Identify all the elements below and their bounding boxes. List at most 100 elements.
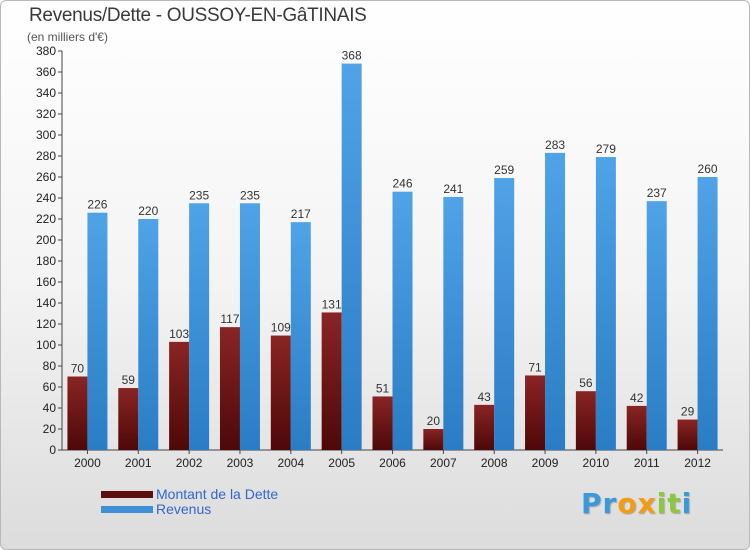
bar-debt	[169, 341, 190, 450]
y-tick-label: 80	[43, 359, 57, 373]
data-label-revenue: 260	[698, 162, 718, 176]
bar-revenue	[443, 196, 464, 450]
x-tick-label: 2007	[430, 456, 457, 470]
bar-revenue	[494, 178, 515, 451]
y-tick-label: 300	[36, 128, 56, 142]
bar-revenue	[341, 63, 362, 450]
data-label-revenue: 246	[392, 177, 412, 191]
data-label-debt: 109	[271, 321, 291, 335]
chart-subtitle: (en milliers d'€)	[27, 30, 108, 44]
y-tick-label: 180	[36, 254, 56, 268]
legend-label-revenue: Revenus	[156, 501, 212, 517]
y-tick-label: 380	[36, 44, 56, 58]
y-tick-label: 220	[36, 212, 56, 226]
data-label-debt: 71	[528, 360, 542, 374]
data-label-revenue: 241	[443, 182, 463, 196]
data-label-revenue: 235	[240, 188, 260, 202]
logo-letter: t	[667, 487, 682, 520]
logo-letter: o	[617, 487, 638, 520]
x-tick-label: 2009	[532, 456, 559, 470]
y-tick-label: 20	[43, 422, 57, 436]
y-tick-label: 320	[36, 107, 56, 121]
x-tick-label: 2001	[125, 456, 152, 470]
data-label-debt: 59	[122, 373, 136, 387]
y-tick-label: 260	[36, 170, 56, 184]
bar-debt	[474, 404, 495, 450]
y-tick-label: 360	[36, 65, 56, 79]
y-tick-label: 100	[36, 338, 56, 352]
data-label-revenue: 226	[87, 198, 107, 212]
data-label-debt: 29	[681, 405, 695, 419]
proxiti-logo: Proxiti	[581, 487, 692, 520]
bar-revenue	[239, 203, 260, 450]
x-tick-label: 2010	[583, 456, 610, 470]
logo-letter: i	[656, 487, 668, 520]
legend-swatch-revenue	[101, 506, 153, 513]
bar-revenue	[392, 191, 413, 450]
bar-debt	[677, 419, 698, 450]
y-tick-label: 280	[36, 149, 56, 163]
bar-debt	[219, 327, 240, 450]
data-label-revenue: 235	[189, 188, 209, 202]
data-label-revenue: 220	[138, 204, 158, 218]
bar-debt	[575, 391, 596, 450]
x-tick-label: 2011	[634, 456, 660, 470]
bar-revenue	[646, 201, 667, 450]
bar-revenue	[87, 212, 108, 450]
y-tick-label: 40	[43, 401, 57, 415]
bar-debt	[118, 388, 139, 450]
x-tick-label: 2006	[379, 456, 406, 470]
data-label-revenue: 368	[342, 49, 362, 63]
bar-debt	[67, 376, 88, 450]
x-tick-label: 2004	[277, 456, 304, 470]
data-label-debt: 42	[630, 391, 644, 405]
y-tick-label: 120	[36, 317, 56, 331]
logo-letter: x	[637, 487, 657, 520]
bar-revenue	[545, 152, 566, 450]
bar-revenue	[595, 157, 616, 451]
data-label-debt: 56	[579, 376, 593, 390]
logo-letter: r	[602, 487, 618, 520]
y-tick-label: 240	[36, 191, 56, 205]
y-tick-label: 140	[36, 296, 56, 310]
y-tick-label: 60	[43, 380, 57, 394]
y-tick-label: 160	[36, 275, 56, 289]
data-label-revenue: 237	[647, 186, 667, 200]
x-tick-label: 2002	[176, 456, 203, 470]
x-tick-label: 2008	[481, 456, 508, 470]
data-label-debt: 117	[220, 312, 239, 326]
bar-debt	[423, 429, 444, 450]
bar-revenue	[189, 203, 210, 450]
bar-debt	[270, 335, 291, 450]
x-tick-label: 2012	[684, 456, 711, 470]
bar-debt	[626, 405, 647, 450]
data-label-debt: 131	[322, 297, 342, 311]
x-tick-label: 2003	[227, 456, 254, 470]
bar-debt	[321, 312, 342, 450]
data-label-revenue: 283	[545, 138, 565, 152]
bar-revenue	[697, 177, 718, 450]
data-label-debt: 51	[376, 381, 390, 395]
data-label-debt: 70	[71, 362, 85, 376]
y-tick-label: 340	[36, 86, 56, 100]
bar-debt	[372, 396, 393, 450]
legend-swatch-debt	[101, 491, 153, 498]
y-tick-label: 200	[36, 233, 56, 247]
legend-label-debt: Montant de la Dette	[156, 486, 279, 502]
data-label-revenue: 279	[596, 142, 616, 156]
bar-revenue	[290, 222, 311, 450]
chart-title: Revenus/Dette - OUSSOY-EN-GâTINAIS	[29, 5, 367, 26]
data-label-revenue: 259	[494, 163, 514, 177]
data-label-debt: 103	[169, 327, 189, 341]
data-label-revenue: 217	[291, 207, 311, 221]
x-tick-label: 2000	[74, 456, 101, 470]
logo-letter: P	[581, 487, 603, 520]
y-tick-label: 0	[49, 443, 56, 457]
bar-debt	[525, 375, 546, 450]
logo-letter: i	[681, 487, 693, 520]
x-tick-label: 2005	[328, 456, 355, 470]
bar-revenue	[138, 219, 159, 450]
data-label-debt: 20	[427, 414, 441, 428]
